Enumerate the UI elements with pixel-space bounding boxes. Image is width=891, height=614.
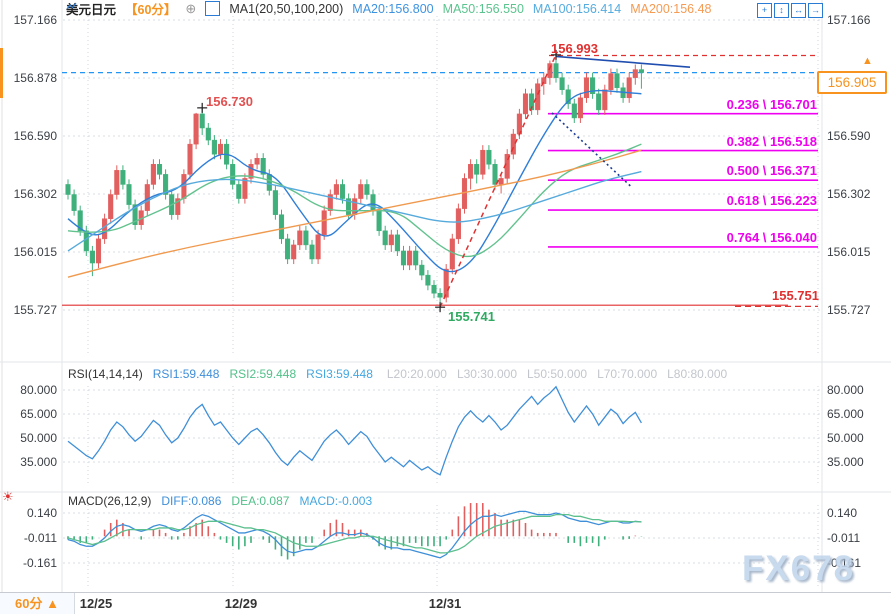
svg-text:155.727: 155.727: [14, 303, 58, 317]
svg-text:-0.011: -0.011: [827, 531, 860, 545]
ma200-legend: MA200:156.48: [630, 1, 712, 16]
date-label: 12/29: [224, 596, 258, 611]
rsi-l30: L30:30.000: [456, 367, 517, 381]
rsi3-value: RSI3:59.448: [306, 367, 373, 381]
svg-text:65.000: 65.000: [827, 407, 864, 421]
svg-text:-0.161: -0.161: [23, 556, 57, 570]
scale-vertical-icon[interactable]: ↕: [774, 3, 789, 18]
svg-text:0.140: 0.140: [27, 506, 57, 520]
ma20-legend: MA20:156.800: [352, 1, 434, 16]
high-annotation: 156.993: [551, 41, 598, 56]
title-bar: 美元日元 【60分】 ⊕ MA1(20,50,100,200) MA20:156…: [66, 0, 712, 18]
svg-text:80.000: 80.000: [20, 383, 57, 397]
rsi-l80: L80:80.000: [667, 367, 728, 381]
price-up-arrow-icon: ▲: [862, 55, 873, 67]
watermark: FX678: [742, 549, 856, 588]
svg-text:156.015: 156.015: [827, 245, 871, 259]
svg-text:35.000: 35.000: [20, 455, 57, 469]
fib-label-0382: 0.382 \ 156.518: [726, 134, 817, 149]
chart-type-icon[interactable]: [66, 1, 221, 16]
svg-text:-0.161: -0.161: [827, 556, 861, 570]
date-label: 12/31: [428, 596, 462, 611]
svg-text:0.140: 0.140: [827, 506, 857, 520]
svg-text:156.878: 156.878: [14, 71, 58, 85]
pan-move-icon[interactable]: +: [757, 3, 772, 18]
svg-text:65.000: 65.000: [20, 407, 57, 421]
ma100-legend: MA100:156.414: [532, 1, 622, 16]
support-annotation: 155.751: [772, 288, 819, 303]
svg-text:157.166: 157.166: [827, 13, 871, 27]
timeframe-selector[interactable]: 60分 ▲: [0, 593, 75, 614]
svg-text:80.000: 80.000: [827, 383, 864, 397]
rsi-l20: L20:20.000: [386, 367, 447, 381]
ma50-legend: MA50:156.550: [442, 1, 524, 16]
svg-text:156.302: 156.302: [14, 187, 58, 201]
rsi-l50: L50:50.000: [527, 367, 588, 381]
svg-text:156.302: 156.302: [827, 187, 871, 201]
rsi-l70: L70:70.000: [597, 367, 658, 381]
current-price-tag: 156.905: [817, 71, 887, 94]
fib-label-0618: 0.618 \ 156.223: [726, 193, 817, 208]
fib-label-0764: 0.764 \ 156.040: [726, 230, 817, 245]
macd-value: MACD:-0.003: [299, 494, 373, 508]
low-annotation: 155.741: [448, 309, 495, 324]
macd-dea-value: DEA:0.087: [231, 494, 290, 508]
svg-text:156.590: 156.590: [14, 129, 58, 143]
svg-text:-0.011: -0.011: [24, 531, 57, 545]
add-indicator-icon[interactable]: ⊕: [185, 0, 197, 16]
symbol-title: 美元日元: [66, 3, 117, 17]
macd-name: MACD(26,12,9): [68, 494, 152, 508]
fib-label-0500: 0.500 \ 156.371: [726, 163, 817, 178]
fib-label-0236: 0.236 \ 156.701: [726, 97, 817, 112]
svg-text:155.727: 155.727: [827, 303, 871, 317]
svg-text:50.000: 50.000: [20, 431, 57, 445]
rsi-header: RSI(14,14,14) RSI1:59.448 RSI2:59.448 RS…: [68, 367, 727, 381]
svg-text:156.015: 156.015: [14, 245, 58, 259]
svg-text:50.000: 50.000: [827, 431, 864, 445]
chart-toolbar: + ↕ ↔ →: [757, 3, 823, 18]
macd-header: MACD(26,12,9) DIFF:0.086 DEA:0.087 MACD:…: [68, 494, 372, 508]
svg-text:157.166: 157.166: [14, 13, 58, 27]
svg-text:156.590: 156.590: [827, 129, 871, 143]
rsi1-value: RSI1:59.448: [152, 367, 220, 381]
time-axis-bar: 60分 ▲ 12/25 12/29 12/31: [0, 592, 891, 614]
scroll-accent-bar: [0, 48, 3, 98]
go-to-latest-icon[interactable]: →: [808, 3, 823, 18]
rsi2-value: RSI2:59.448: [229, 367, 297, 381]
rsi-name: RSI(14,14,14): [68, 367, 143, 381]
scale-horizontal-icon[interactable]: ↔: [791, 3, 806, 18]
svg-text:35.000: 35.000: [827, 455, 864, 469]
left-high-annotation: 156.730: [206, 94, 253, 109]
ma-settings-label: MA1(20,50,100,200): [229, 1, 344, 16]
date-label: 12/25: [79, 596, 113, 611]
macd-diff-value: DIFF:0.086: [161, 494, 222, 508]
period-label: 【60分】: [125, 3, 177, 17]
indicator-settings-sun-icon[interactable]: ☀: [2, 489, 14, 504]
